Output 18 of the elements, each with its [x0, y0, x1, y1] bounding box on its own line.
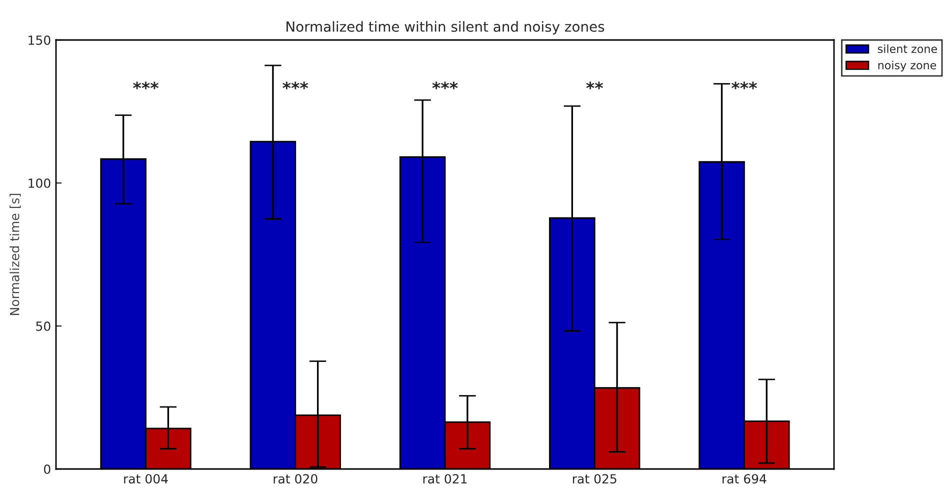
annotation: *** [731, 82, 757, 90]
y-tick-label: 150 [28, 35, 50, 45]
x-tick-label: rat 020 [274, 474, 318, 484]
annotation: ** [586, 82, 603, 90]
annotation: *** [133, 82, 159, 90]
annotation: *** [432, 82, 458, 90]
y-axis-title: Normalized time [s] [10, 194, 21, 315]
legend-label: noisy zone [878, 60, 936, 72]
x-tick-label: rat 025 [572, 474, 616, 484]
x-tick-label: rat 694 [722, 474, 766, 484]
legend-label: silent zone [878, 44, 937, 54]
x-tick-label: rat 004 [124, 474, 168, 484]
y-tick-label: 100 [28, 178, 50, 188]
chart-title: Normalized time within silent and noisy zones [286, 21, 604, 35]
x-tick-label: rat 021 [423, 474, 467, 484]
y-tick-label: 50 [36, 321, 50, 331]
y-tick-label: 0 [44, 464, 50, 474]
annotation: *** [282, 82, 308, 90]
